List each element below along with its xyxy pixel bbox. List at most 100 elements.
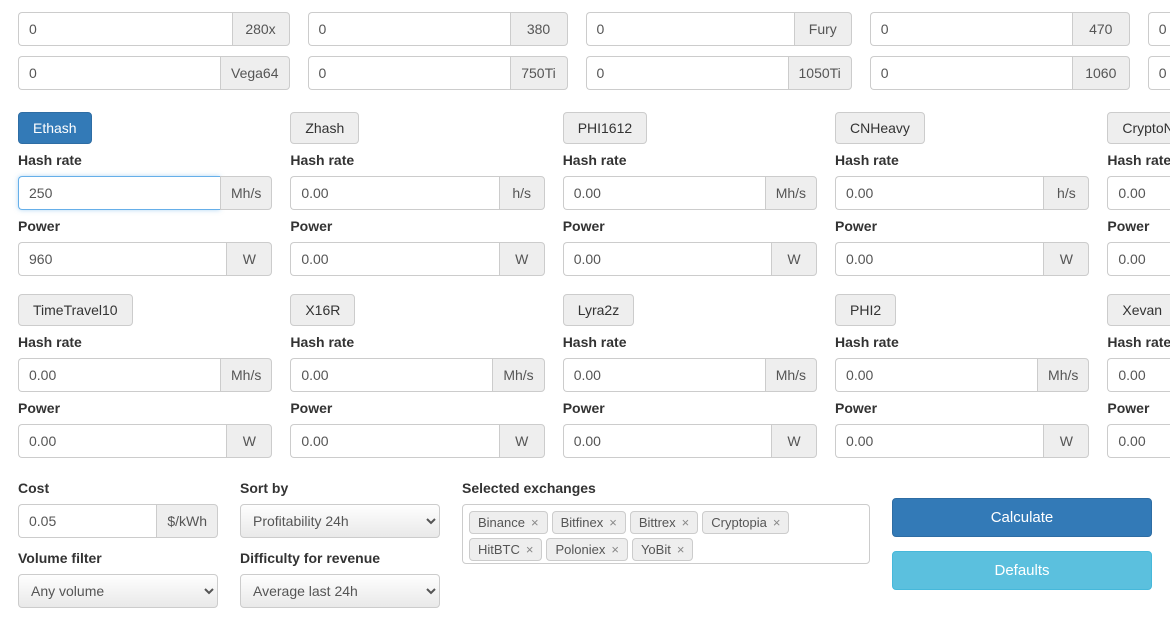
hashrate-input-group: Mh/s — [563, 176, 817, 210]
difficulty-label: Difficulty for revenue — [240, 550, 440, 566]
algo-block: TimeTravel10Hash rateMh/sPowerW — [18, 294, 272, 458]
cost-label: Cost — [18, 480, 218, 496]
hashrate-label: Hash rate — [563, 152, 817, 168]
exchange-tag[interactable]: Poloniex× — [546, 538, 627, 561]
hashrate-input[interactable] — [835, 358, 1037, 392]
close-icon[interactable]: × — [526, 543, 534, 556]
algo-button[interactable]: Xevan — [1107, 294, 1170, 326]
hashrate-input[interactable] — [18, 176, 220, 210]
gpu-count-input[interactable] — [308, 56, 510, 90]
exchange-tag[interactable]: Binance× — [469, 511, 548, 534]
power-unit: W — [499, 242, 545, 276]
hashrate-input[interactable] — [563, 358, 765, 392]
hashrate-input[interactable] — [1107, 358, 1170, 392]
close-icon[interactable]: × — [677, 543, 685, 556]
power-input-group: W — [835, 424, 1089, 458]
power-unit: W — [771, 242, 817, 276]
gpu-count-input[interactable] — [308, 12, 510, 46]
close-icon[interactable]: × — [611, 543, 619, 556]
exchange-tag-label: YoBit — [641, 542, 671, 557]
hashrate-input[interactable] — [1107, 176, 1170, 210]
power-input-group: W — [290, 242, 544, 276]
power-unit: W — [226, 424, 272, 458]
power-input[interactable] — [290, 424, 498, 458]
exchange-tag[interactable]: Bitfinex× — [552, 511, 626, 534]
power-label: Power — [290, 400, 544, 416]
algo-button[interactable]: CNHeavy — [835, 112, 925, 144]
hashrate-input[interactable] — [18, 358, 220, 392]
power-input[interactable] — [835, 424, 1043, 458]
actions-column: Calculate Defaults — [892, 480, 1152, 598]
algo-button[interactable]: PHI1612 — [563, 112, 647, 144]
power-input[interactable] — [290, 242, 498, 276]
power-input[interactable] — [835, 242, 1043, 276]
gpu-count-input[interactable] — [586, 56, 788, 90]
cost-unit: $/kWh — [156, 504, 218, 538]
algo-button[interactable]: PHI2 — [835, 294, 896, 326]
cost-input[interactable] — [18, 504, 156, 538]
power-input-group: W — [563, 424, 817, 458]
hashrate-input-group: Mh/s — [835, 358, 1089, 392]
close-icon[interactable]: × — [531, 516, 539, 529]
power-input[interactable] — [563, 424, 771, 458]
hashrate-label: Hash rate — [18, 334, 272, 350]
close-icon[interactable]: × — [773, 516, 781, 529]
calculate-button[interactable]: Calculate — [892, 498, 1152, 537]
exchange-tag[interactable]: YoBit × — [632, 538, 693, 561]
power-unit: W — [771, 424, 817, 458]
volume-filter-label: Volume filter — [18, 550, 218, 566]
power-unit: W — [1043, 424, 1089, 458]
algo-button[interactable]: Lyra2z — [563, 294, 635, 326]
exchange-tag[interactable]: Bittrex× — [630, 511, 698, 534]
exchange-tag[interactable]: Cryptopia× — [702, 511, 789, 534]
hashrate-input[interactable] — [835, 176, 1043, 210]
algo-block: CryptoNightV7Hash rateh/sPowerW — [1107, 112, 1170, 276]
close-icon[interactable]: × — [609, 516, 617, 529]
volume-filter-select[interactable]: Any volume — [18, 574, 218, 608]
hashrate-input[interactable] — [290, 176, 498, 210]
power-input-group: W — [290, 424, 544, 458]
exchanges-box[interactable]: Binance×Bitfinex×Bittrex×Cryptopia× HitBT… — [462, 504, 870, 564]
algo-button[interactable]: Ethash — [18, 112, 92, 144]
gpu-count-input[interactable] — [870, 12, 1072, 46]
hashrate-label: Hash rate — [18, 152, 272, 168]
hashrate-input-group: Mh/s — [1107, 358, 1170, 392]
hashrate-input-group: h/s — [290, 176, 544, 210]
gpu-count-input[interactable] — [1148, 12, 1170, 46]
algo-button[interactable]: Zhash — [290, 112, 359, 144]
algo-block: ZhashHash rateh/sPowerW — [290, 112, 544, 276]
gpu-count-input[interactable] — [586, 12, 794, 46]
power-input[interactable] — [1107, 242, 1170, 276]
hashrate-unit: Mh/s — [765, 358, 817, 392]
gpu-count-input[interactable] — [1148, 56, 1170, 90]
power-unit: W — [1043, 242, 1089, 276]
exchange-tag[interactable]: HitBTC× — [469, 538, 542, 561]
sort-by-select[interactable]: Profitability 24h — [240, 504, 440, 538]
hashrate-unit: Mh/s — [765, 176, 817, 210]
gpu-count-input[interactable] — [18, 12, 232, 46]
hashrate-input[interactable] — [290, 358, 492, 392]
close-icon[interactable]: × — [682, 516, 690, 529]
hashrate-input[interactable] — [563, 176, 765, 210]
power-input[interactable] — [18, 424, 226, 458]
hashrate-unit: Mh/s — [1037, 358, 1089, 392]
algo-button[interactable]: X16R — [290, 294, 355, 326]
power-input[interactable] — [18, 242, 226, 276]
algo-button[interactable]: CryptoNightV7 — [1107, 112, 1170, 144]
power-input[interactable] — [563, 242, 771, 276]
power-input-group: W — [18, 242, 272, 276]
hashrate-label: Hash rate — [1107, 152, 1170, 168]
power-input[interactable] — [1107, 424, 1170, 458]
power-input-group: W — [1107, 424, 1170, 458]
hashrate-input-group: h/s — [835, 176, 1089, 210]
algo-button[interactable]: TimeTravel10 — [18, 294, 133, 326]
defaults-button[interactable]: Defaults — [892, 551, 1152, 590]
hashrate-label: Hash rate — [563, 334, 817, 350]
power-label: Power — [563, 400, 817, 416]
gpu-model-label: Fury — [794, 12, 852, 46]
hashrate-label: Hash rate — [1107, 334, 1170, 350]
gpu-count-input[interactable] — [18, 56, 220, 90]
difficulty-select[interactable]: Average last 24h — [240, 574, 440, 608]
gpu-count-input[interactable] — [870, 56, 1072, 90]
gpu-input-group: 480 — [1148, 12, 1170, 46]
